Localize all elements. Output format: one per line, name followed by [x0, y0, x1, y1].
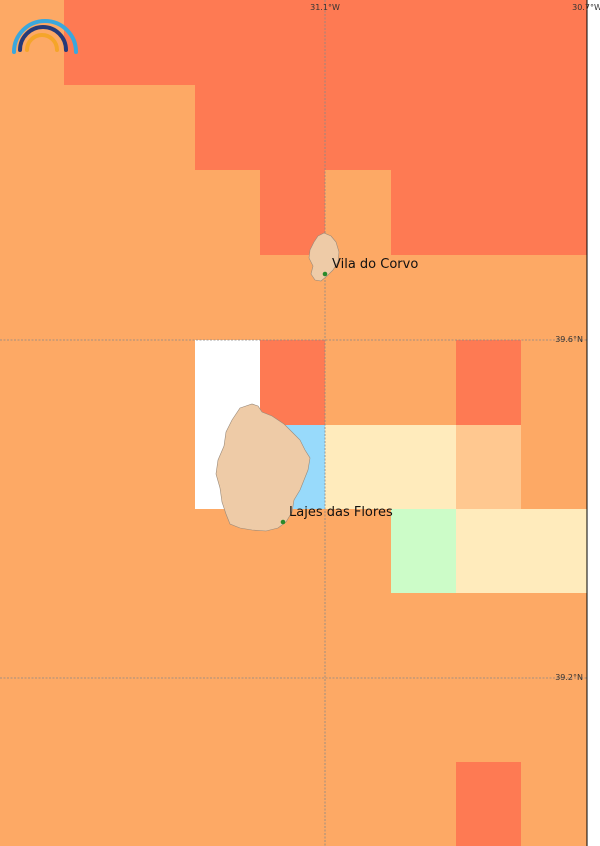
cell — [456, 762, 521, 846]
rainbow-logo — [12, 19, 78, 54]
cell — [456, 425, 521, 509]
lon-label: 31.1°W — [310, 3, 340, 12]
city-label: Vila do Corvo — [332, 257, 418, 272]
logo-arc-inner — [25, 33, 59, 52]
cell — [456, 509, 587, 593]
cell — [456, 340, 521, 425]
lat-label: 39.6°N — [555, 335, 583, 344]
right-margin — [588, 0, 600, 846]
island-flores — [215, 403, 311, 532]
cell — [325, 425, 456, 509]
logo-arc-outer — [12, 19, 78, 54]
city-lajes-das-flores[interactable]: Lajes das Flores — [280, 505, 393, 525]
cell — [391, 170, 587, 255]
cell — [391, 509, 456, 593]
island-corvo — [308, 232, 340, 282]
graticule — [0, 0, 587, 846]
cell — [64, 0, 587, 85]
city-label: Lajes das Flores — [289, 505, 393, 520]
city-marker — [322, 271, 328, 277]
logo-arc-middle — [18, 25, 68, 52]
city-marker — [280, 519, 286, 525]
lat-label: 39.2°N — [555, 673, 583, 682]
lon-label: 30.7°W — [572, 3, 600, 12]
cell — [260, 170, 325, 255]
grid-cells — [64, 0, 587, 846]
cell — [260, 340, 325, 425]
cell — [195, 85, 587, 170]
city-vila-do-corvo[interactable]: Vila do Corvo — [322, 257, 419, 277]
